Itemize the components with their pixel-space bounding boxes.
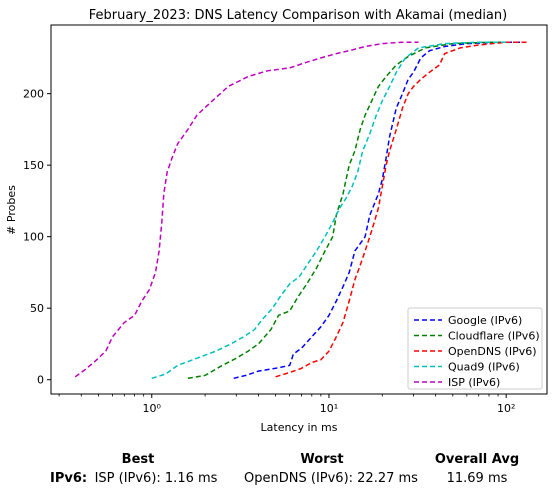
series-line-4 (74, 41, 419, 378)
best-value: ISP (IPv6): 1.16 ms (94, 471, 218, 486)
series-line-0 (233, 41, 527, 380)
y-tick-label: 50 (30, 302, 44, 315)
series-line-1 (187, 41, 514, 380)
latency-chart: February_2023: DNS Latency Comparison wi… (5, 8, 548, 434)
overall-value: 11.69 ms (446, 471, 508, 486)
worst-header: Worst (300, 452, 344, 467)
worst-value: OpenDNS (IPv6): 22.27 ms (244, 471, 418, 486)
y-tick-label: 150 (23, 159, 44, 172)
y-axis: 0 50 100 150 200 (23, 88, 51, 387)
legend-label: ISP (IPv6) (448, 376, 500, 389)
series-line-3 (151, 41, 507, 380)
chart-title: February_2023: DNS Latency Comparison wi… (89, 8, 507, 23)
x-tick-label: 10² (497, 402, 515, 415)
legend-box (407, 307, 543, 390)
series-line-2 (275, 41, 527, 378)
legend: Google (IPv6) Cloudflare (IPv6) OpenDNS (I… (407, 307, 543, 390)
x-tick-label: 10⁰ (143, 402, 162, 415)
y-tick-label: 0 (37, 374, 44, 387)
legend-label: Quad9 (IPv6) (448, 361, 520, 374)
best-header: Best (121, 452, 155, 467)
summary-row-label: IPv6: (50, 471, 88, 486)
x-axis: 10⁰ 10¹ 10² (58, 394, 515, 415)
legend-label: Google (IPv6) (448, 314, 522, 327)
series-lines (74, 41, 527, 380)
y-tick-label: 200 (23, 88, 44, 101)
legend-label: Cloudflare (IPv6) (448, 330, 540, 343)
y-tick-label: 100 (23, 231, 44, 244)
y-axis-label: # Probes (5, 185, 18, 235)
legend-label: OpenDNS (IPv6) (448, 345, 537, 358)
x-axis-label: Latency in ms (261, 421, 338, 434)
x-tick-label: 10¹ (320, 402, 338, 415)
overall-header: Overall Avg (434, 452, 520, 467)
plot-area (50, 24, 548, 395)
